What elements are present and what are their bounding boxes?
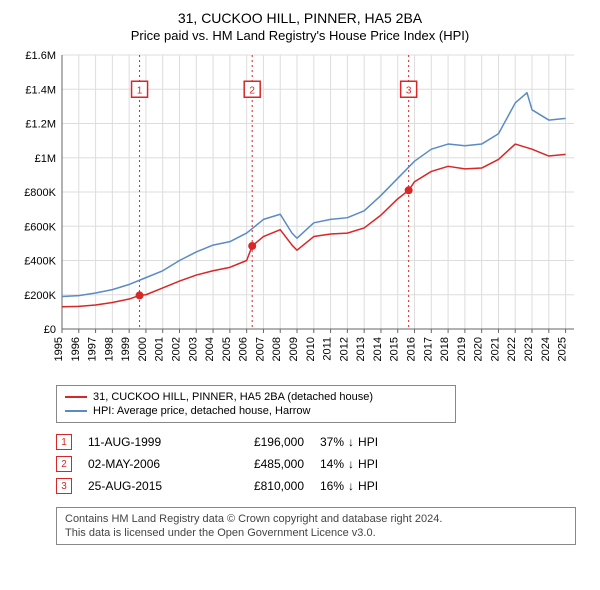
svg-text:£1M: £1M xyxy=(35,153,56,165)
chart-card: 31, CUCKOO HILL, PINNER, HA5 2BA Price p… xyxy=(0,0,600,553)
chart-subtitle: Price paid vs. HM Land Registry's House … xyxy=(8,28,592,43)
svg-text:2023: 2023 xyxy=(523,337,535,361)
svg-text:2018: 2018 xyxy=(439,337,451,361)
note-badge: 2 xyxy=(56,456,72,472)
svg-text:2024: 2024 xyxy=(540,337,552,361)
legend-swatch xyxy=(65,396,87,398)
legend-label: 31, CUCKOO HILL, PINNER, HA5 2BA (detach… xyxy=(93,391,373,403)
legend-label: HPI: Average price, detached house, Harr… xyxy=(93,405,310,417)
svg-text:2004: 2004 xyxy=(204,337,216,361)
svg-text:2007: 2007 xyxy=(254,337,266,361)
svg-text:2005: 2005 xyxy=(221,337,233,361)
arrow-down-icon: ↓ xyxy=(348,479,354,493)
legend-swatch xyxy=(65,410,87,412)
svg-text:1998: 1998 xyxy=(103,337,115,361)
svg-text:2: 2 xyxy=(249,85,255,96)
svg-text:2016: 2016 xyxy=(406,337,418,361)
svg-text:2000: 2000 xyxy=(137,337,149,361)
svg-text:£1.4M: £1.4M xyxy=(25,84,56,96)
svg-text:2002: 2002 xyxy=(171,337,183,361)
svg-text:2012: 2012 xyxy=(338,337,350,361)
legend-item: HPI: Average price, detached house, Harr… xyxy=(65,404,447,418)
svg-text:2025: 2025 xyxy=(557,337,569,361)
note-row: 3 25-AUG-2015 £810,000 16%↓HPI xyxy=(56,475,592,497)
svg-text:2022: 2022 xyxy=(506,337,518,361)
svg-text:3: 3 xyxy=(406,85,412,96)
svg-text:2014: 2014 xyxy=(372,337,384,361)
svg-text:£800K: £800K xyxy=(24,187,56,199)
svg-text:2008: 2008 xyxy=(271,337,283,361)
svg-text:2017: 2017 xyxy=(422,337,434,361)
svg-text:2006: 2006 xyxy=(238,337,250,361)
svg-text:£200K: £200K xyxy=(24,290,56,302)
chart-area: £0 £200K £400K £600K £800K £1M £1.2M £1.4M £1.6M… xyxy=(8,49,592,379)
chart-title: 31, CUCKOO HILL, PINNER, HA5 2BA xyxy=(8,10,592,26)
note-row: 2 02-MAY-2006 £485,000 14%↓HPI xyxy=(56,453,592,475)
note-date: 02-MAY-2006 xyxy=(88,457,198,471)
attribution-footer: Contains HM Land Registry data © Crown c… xyxy=(56,507,576,545)
note-row: 1 11-AUG-1999 £196,000 37%↓HPI xyxy=(56,431,592,453)
note-date: 11-AUG-1999 xyxy=(88,435,198,449)
note-diff: 16%↓HPI xyxy=(320,479,378,493)
transaction-notes: 1 11-AUG-1999 £196,000 37%↓HPI 2 02-MAY-2006 £… xyxy=(56,431,592,497)
note-diff: 37%↓HPI xyxy=(320,435,378,449)
svg-text:1999: 1999 xyxy=(120,337,132,361)
svg-text:2021: 2021 xyxy=(489,337,501,361)
svg-text:£400K: £400K xyxy=(24,256,56,268)
note-diff: 14%↓HPI xyxy=(320,457,378,471)
svg-text:2020: 2020 xyxy=(473,337,485,361)
svg-text:2001: 2001 xyxy=(154,337,166,361)
svg-text:£1.2M: £1.2M xyxy=(25,119,56,131)
svg-text:£1.6M: £1.6M xyxy=(25,50,56,62)
note-date: 25-AUG-2015 xyxy=(88,479,198,493)
svg-text:1996: 1996 xyxy=(70,337,82,361)
note-badge: 1 xyxy=(56,434,72,450)
line-chart: £0 £200K £400K £600K £800K £1M £1.2M £1.4M £1.6M… xyxy=(8,49,592,379)
arrow-down-icon: ↓ xyxy=(348,457,354,471)
svg-text:2010: 2010 xyxy=(305,337,317,361)
svg-text:£0: £0 xyxy=(44,324,56,336)
svg-text:1995: 1995 xyxy=(53,337,65,361)
svg-text:2013: 2013 xyxy=(355,337,367,361)
svg-text:2003: 2003 xyxy=(187,337,199,361)
footer-line: Contains HM Land Registry data © Crown c… xyxy=(65,512,567,526)
svg-text:2015: 2015 xyxy=(389,337,401,361)
svg-text:1: 1 xyxy=(137,85,143,96)
svg-text:2019: 2019 xyxy=(456,337,468,361)
svg-text:2009: 2009 xyxy=(288,337,300,361)
legend-item: 31, CUCKOO HILL, PINNER, HA5 2BA (detach… xyxy=(65,390,447,404)
note-price: £485,000 xyxy=(214,457,304,471)
footer-line: This data is licensed under the Open Gov… xyxy=(65,526,567,540)
note-badge: 3 xyxy=(56,478,72,494)
arrow-down-icon: ↓ xyxy=(348,435,354,449)
svg-text:£600K: £600K xyxy=(24,221,56,233)
note-price: £810,000 xyxy=(214,479,304,493)
note-price: £196,000 xyxy=(214,435,304,449)
svg-text:1997: 1997 xyxy=(87,337,99,361)
legend: 31, CUCKOO HILL, PINNER, HA5 2BA (detach… xyxy=(56,385,456,423)
svg-text:2011: 2011 xyxy=(322,337,334,361)
